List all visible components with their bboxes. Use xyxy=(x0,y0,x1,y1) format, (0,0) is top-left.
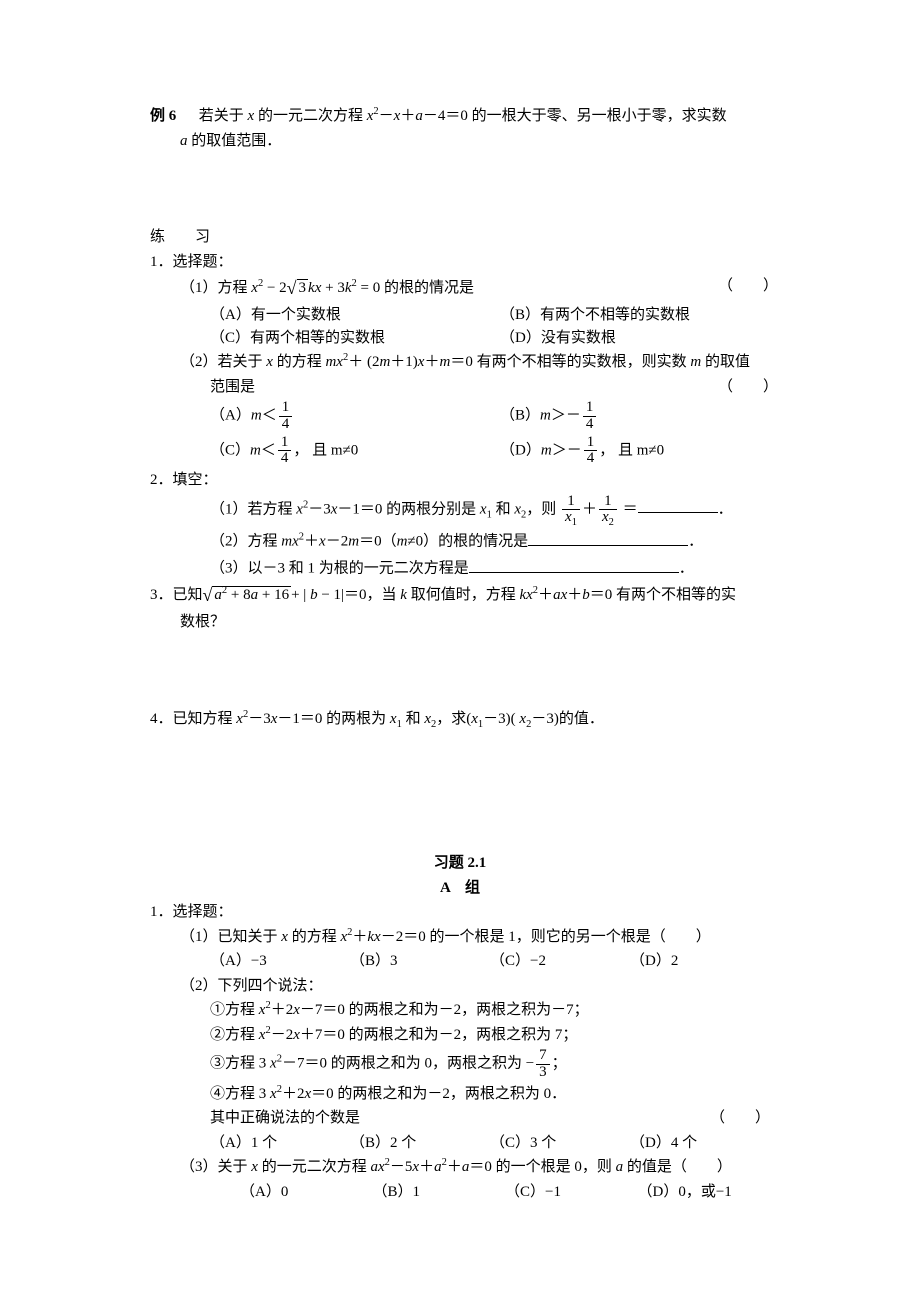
q1-p2-option-c: （C）m＜14， 且 m≠0 xyxy=(210,435,500,468)
q1-p2-blank: （ ） xyxy=(718,376,770,399)
q1-p2-options-row1: （A）m＜14 （B）m＞－14 xyxy=(150,400,770,433)
b1-p3-option-d: （D）0，或−1 xyxy=(638,1181,771,1204)
b1-p1-option-c: （C）−2 xyxy=(490,950,630,973)
b1-p2-q: 其中正确说法的个数是 （ ） xyxy=(150,1107,770,1130)
q1-p2-option-d: （D）m＞－14， 且 m≠0 xyxy=(500,435,770,468)
q1-p1-option-b: （B）有两个不相等的实数根 xyxy=(500,304,770,327)
b1-p2-stem: （2）下列四个说法： xyxy=(150,975,770,998)
b1-p1-option-b: （B）3 xyxy=(350,950,490,973)
page: 例 6 若关于 x 的一元二次方程 x2－x＋a－4＝0 的一根大于零、另一根小… xyxy=(0,0,920,1302)
b1-p3-options: （A）0 （B）1 （C）−1 （D）0，或−1 xyxy=(150,1181,770,1204)
q2-p2: （2）方程 mx2＋x－2m＝0（m≠0）的根的情况是． xyxy=(150,528,770,553)
b1-p2-s2: ②方程 x2－2x＋7＝0 的两根之和为－2，两根之积为 7； xyxy=(150,1024,770,1047)
q4: 4．已知方程 x2－3x－1＝0 的两根为 x1 和 x2，求(x1－3)( x… xyxy=(150,708,770,731)
b1-p1-option-d: （D）2 xyxy=(630,950,770,973)
practice-heading: 练 习 xyxy=(150,226,770,249)
q2-p1: （1）若方程 x2－3x－1＝0 的两根分别是 x1 和 x2，则 1x1＋1x… xyxy=(150,494,770,527)
b1-p2-s3: ③方程 3 x2－7＝0 的两根之和为 0，两根之积为 −73； xyxy=(150,1048,770,1081)
example-6-text-line1: 若关于 x 的一元二次方程 x2－x＋a－4＝0 的一根大于零、另一根小于零，求… xyxy=(199,108,727,124)
q2-p3-blank xyxy=(469,555,679,573)
q2-p2-blank xyxy=(528,528,688,546)
q1-p1-option-a: （A）有一个实数根 xyxy=(210,304,500,327)
b1-p3-option-c: （C）−1 xyxy=(505,1181,638,1204)
q2-p1-blank xyxy=(638,496,718,514)
q1-p1-option-d: （D）没有实数根 xyxy=(500,327,770,350)
q3: 3．已知√a2 + 8a + 16+ | b − 1|＝0，当 k 取何值时，方… xyxy=(150,582,770,609)
b1-p2-s1: ①方程 x2＋2x－7＝0 的两根之和为－2，两根之积为－7； xyxy=(150,999,770,1022)
q3-line2: 数根？ xyxy=(150,611,770,634)
b1-p2-blank: （ ） xyxy=(670,1107,770,1130)
q1-p1-option-c: （C）有两个相等的实数根 xyxy=(210,327,500,350)
q1-p2-line1: （2）若关于 x 的方程 mx2＋ (2m＋1)x＋m＝0 有两个不相等的实数根… xyxy=(150,351,770,374)
q1-p1-stem: （1）方程 x2 − 2√3kx + 3k2 = 0 的根的情况是 （ ） xyxy=(150,275,770,302)
example-6-label: 例 6 xyxy=(150,108,176,124)
b1-p1-options: （A）−3 （B）3 （C）−2 （D）2 xyxy=(150,950,770,973)
b1-p2-option-a: （A）1 个 xyxy=(210,1132,350,1155)
b1-p1-option-a: （A）−3 xyxy=(210,950,350,973)
b1-p3-option-b: （B）1 xyxy=(373,1181,506,1204)
q2-label: 2．填空： xyxy=(150,469,770,492)
b1-p2-s4: ④方程 3 x2＋2x＝0 的两根之和为－2，两根之积为 0． xyxy=(150,1083,770,1106)
b1-p1-stem: （1）已知关于 x 的方程 x2＋kx－2＝0 的一个根是 1，则它的另一个根是… xyxy=(150,926,770,949)
q1-p2-options-row2: （C）m＜14， 且 m≠0 （D）m＞－14， 且 m≠0 xyxy=(150,435,770,468)
xiti-group: A 组 xyxy=(150,877,770,900)
example-6: 例 6 若关于 x 的一元二次方程 x2－x＋a－4＝0 的一根大于零、另一根小… xyxy=(150,105,770,128)
b1-p2-options: （A）1 个 （B）2 个 （C）3 个 （D）4 个 xyxy=(150,1132,770,1155)
b1-p3-option-a: （A）0 xyxy=(240,1181,373,1204)
b1-p2-option-b: （B）2 个 xyxy=(350,1132,490,1155)
q1-p1-blank: （ ） xyxy=(718,275,770,302)
example-6-text-line2: a 的取值范围． xyxy=(150,130,770,153)
q1-label: 1．选择题： xyxy=(150,251,770,274)
q2-p3: （3）以－3 和 1 为根的一元二次方程是． xyxy=(150,555,770,580)
q1-p2-line2: 范围是 （ ） xyxy=(150,376,770,399)
b1-p2-option-c: （C）3 个 xyxy=(490,1132,630,1155)
q1-p1-options: （A）有一个实数根 （B）有两个不相等的实数根 （C）有两个相等的实数根 （D）… xyxy=(150,304,770,349)
b1-p2-option-d: （D）4 个 xyxy=(630,1132,770,1155)
b1-label: 1．选择题： xyxy=(150,901,770,924)
q1-p2-option-a: （A）m＜14 xyxy=(210,400,500,433)
b1-p3-stem: （3）关于 x 的一元二次方程 ax2－5x＋a2＋a＝0 的一个根是 0，则 … xyxy=(150,1156,770,1179)
xiti-title: 习题 2.1 xyxy=(150,852,770,875)
q1-p2-option-b: （B）m＞－14 xyxy=(500,400,770,433)
